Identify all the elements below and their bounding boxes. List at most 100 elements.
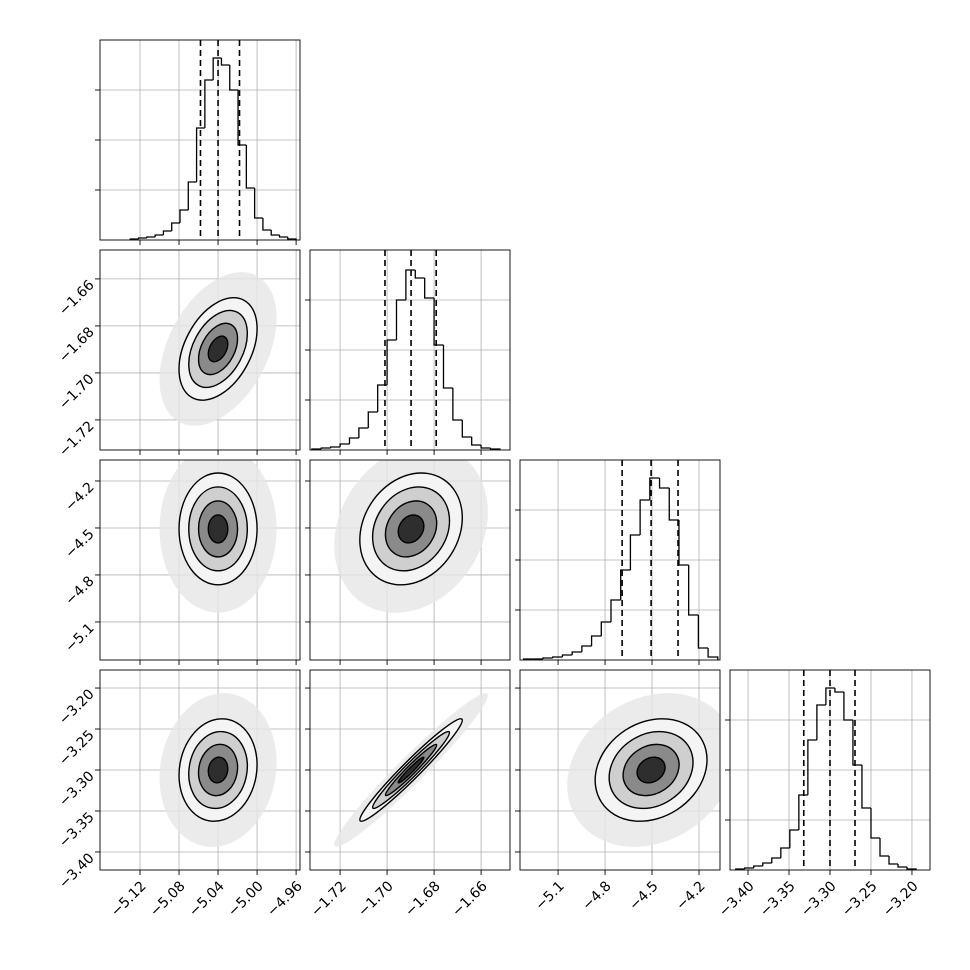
panel-frame — [309, 249, 511, 451]
y-tick-label: −3.40 — [56, 850, 98, 892]
hist-step — [888, 856, 899, 865]
panel-content — [310, 670, 510, 870]
contour — [178, 472, 258, 586]
panel-frame — [99, 669, 301, 871]
hist-step — [834, 688, 844, 693]
x-tick-label: −5.04 — [186, 878, 228, 920]
y-tick-label: −4.2 — [62, 479, 97, 514]
hist-step — [906, 867, 917, 870]
hist-step — [697, 615, 709, 649]
panel: −1.72−1.70−1.68−1.66 — [56, 249, 301, 460]
contour — [197, 743, 239, 797]
panel-content — [100, 250, 300, 450]
y-tick-label: −5.1 — [62, 620, 97, 655]
contour — [608, 730, 694, 810]
hist-step — [154, 234, 164, 237]
panel-frame — [519, 669, 721, 871]
panel — [305, 249, 511, 455]
contour — [207, 335, 229, 363]
panel: −5.1 −4.8 −4.5 −4.2 — [515, 669, 721, 914]
panel: −5.12−5.08−5.04−5.00−4.96 −3.40−3.35−3.30… — [56, 669, 306, 920]
panel — [305, 459, 511, 665]
hist-step — [348, 437, 359, 444]
hist-step — [245, 145, 255, 189]
contour — [207, 514, 229, 544]
hist-step — [442, 345, 453, 389]
hist-step — [395, 299, 406, 340]
hist-step — [386, 339, 397, 385]
contour — [594, 718, 708, 822]
contour — [207, 756, 229, 784]
contour — [178, 718, 258, 822]
contour — [636, 756, 666, 784]
hist-step — [807, 739, 817, 795]
hist-step — [816, 704, 826, 740]
x-tick-label: −4.5 — [626, 878, 661, 913]
hist-step — [744, 867, 754, 869]
hist-step — [461, 420, 472, 438]
x-tick-label: −1.68 — [402, 878, 444, 920]
panel-frame — [99, 249, 301, 451]
panel-frame — [309, 459, 511, 661]
hist-step — [229, 65, 239, 91]
hist-step — [137, 237, 147, 239]
hist-step — [471, 437, 482, 446]
hist-step — [610, 599, 621, 622]
hist-step — [204, 79, 214, 128]
contour — [384, 500, 438, 558]
hist-step — [629, 534, 641, 570]
hist-step — [480, 445, 491, 449]
y-tick-label: −3.25 — [56, 727, 98, 769]
hist-step — [424, 278, 435, 299]
hist-step — [590, 635, 602, 646]
hist-step — [179, 209, 189, 223]
hist-step — [330, 446, 341, 448]
x-tick-label: −4.8 — [579, 878, 614, 913]
hist-step — [278, 235, 288, 238]
panel-frame — [99, 39, 301, 241]
density-level — [208, 514, 228, 543]
panel-content — [520, 460, 720, 660]
hist-step — [649, 477, 660, 500]
hist-step — [489, 448, 501, 450]
hist-step — [212, 57, 222, 80]
hist-step — [707, 648, 719, 660]
hist-step — [414, 270, 425, 279]
x-tick-label: −5.1 — [532, 878, 567, 913]
hist-step — [552, 656, 563, 658]
hist-step — [187, 181, 197, 210]
x-tick-label: −5.00 — [225, 878, 267, 920]
y-tick-label: −1.68 — [56, 324, 98, 366]
x-tick-label: −3.40 — [716, 878, 758, 920]
contour — [197, 500, 239, 558]
y-tick-label: −1.70 — [56, 371, 98, 413]
y-tick-label: −3.30 — [56, 768, 98, 810]
hist-step — [870, 808, 880, 839]
panel-content — [310, 250, 510, 450]
x-tick-label: −4.2 — [673, 878, 708, 913]
hist-step — [771, 857, 781, 863]
hist-step — [237, 90, 247, 146]
hist-step — [270, 230, 280, 236]
density-level — [637, 757, 666, 783]
panel-content — [310, 460, 510, 660]
x-tick-label: −3.35 — [757, 878, 799, 920]
hist-step — [405, 269, 416, 300]
hist-step — [600, 621, 611, 636]
hist-step — [220, 58, 230, 66]
contour — [197, 322, 239, 376]
panel — [515, 459, 721, 665]
panel-content — [100, 670, 300, 870]
hist-step — [339, 443, 350, 447]
hist-step — [581, 645, 592, 652]
panel: −1.72−1.70−1.68−1.66 — [305, 669, 511, 920]
hist-step — [253, 188, 263, 219]
hist-step — [879, 838, 890, 857]
contour — [178, 297, 258, 401]
x-tick-label: −1.70 — [355, 878, 397, 920]
hist-step — [320, 447, 331, 449]
density-level — [398, 514, 424, 543]
hist-step — [358, 427, 369, 438]
panel-frame — [519, 459, 721, 661]
contour — [188, 730, 249, 810]
